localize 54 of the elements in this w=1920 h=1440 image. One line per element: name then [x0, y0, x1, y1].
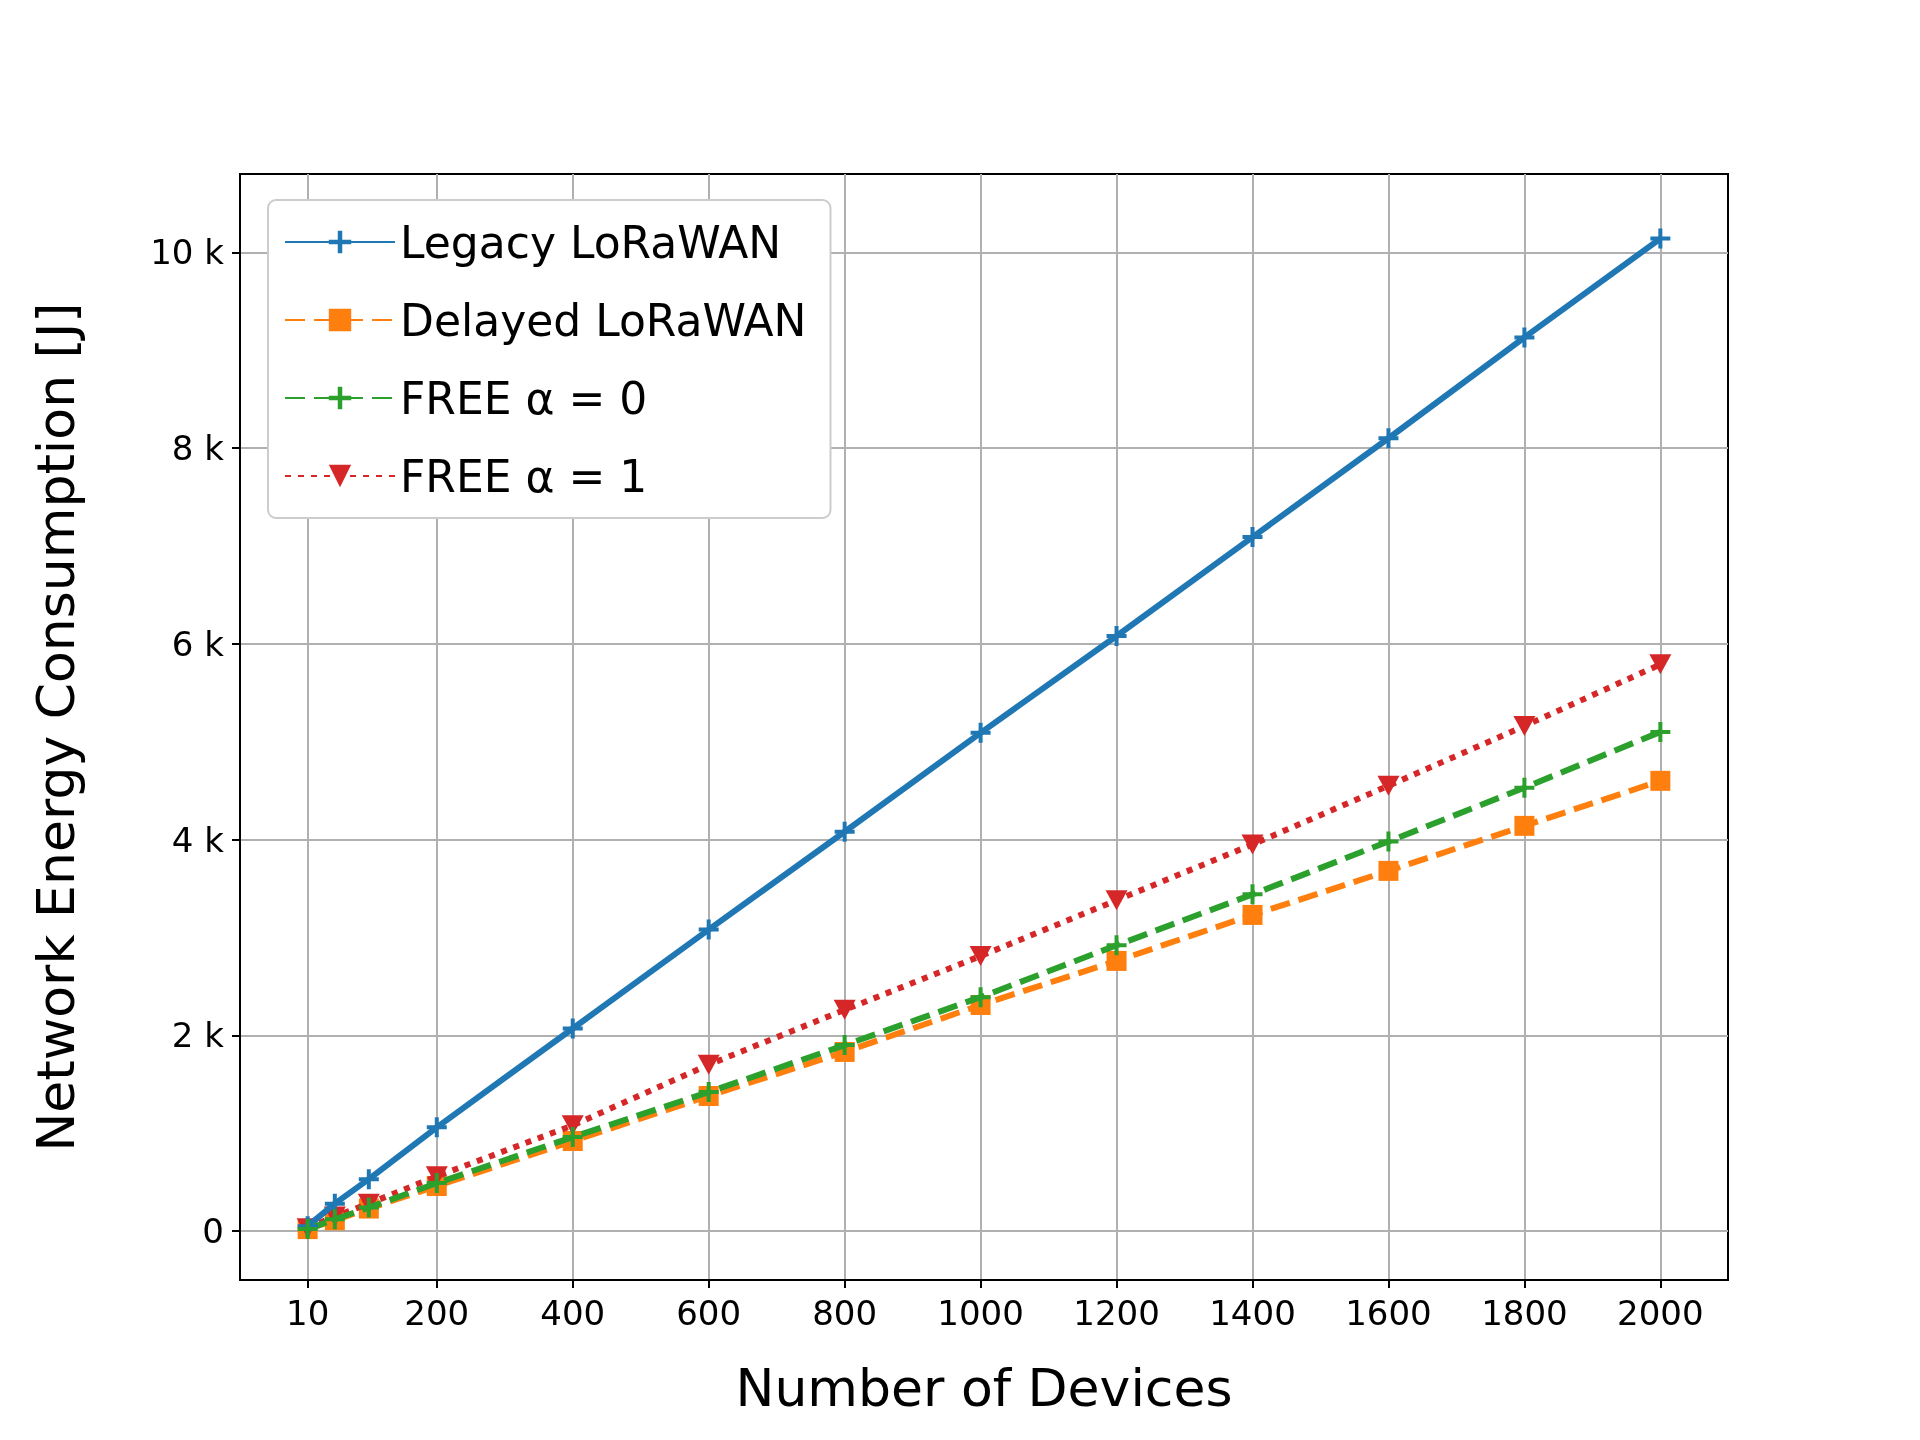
- point: [1106, 950, 1127, 971]
- x-tick-label: 200: [404, 1293, 470, 1333]
- point: [1105, 890, 1128, 911]
- point: [1650, 721, 1671, 742]
- point: [1649, 654, 1672, 675]
- x-tick-label: 400: [540, 1293, 606, 1333]
- point: [1242, 904, 1263, 925]
- x-tick-label: 1400: [1209, 1293, 1296, 1333]
- point: [1514, 327, 1535, 348]
- y-tick-label: 10 k: [150, 232, 225, 273]
- y-axis-title: Network Energy Consumption [J]: [26, 302, 86, 1152]
- legend-label: Delayed LoRaWAN: [400, 294, 807, 346]
- point: [1650, 770, 1671, 791]
- point: [834, 821, 855, 842]
- x-tick-label: 1800: [1481, 1293, 1568, 1333]
- y-tick-label: 0: [202, 1211, 224, 1252]
- x-axis-title: Number of Devices: [735, 1358, 1233, 1418]
- point: [834, 1035, 855, 1056]
- point: [562, 1018, 583, 1039]
- point: [697, 1054, 720, 1075]
- point: [358, 1169, 379, 1190]
- point: [1106, 935, 1127, 956]
- legend-label: FREE α = 1: [400, 450, 648, 502]
- x-tick-label: 800: [812, 1293, 878, 1333]
- point: [1378, 428, 1399, 449]
- x-tick-label: 1000: [937, 1293, 1024, 1333]
- x-tick-label: 1200: [1073, 1293, 1160, 1333]
- point: [1514, 815, 1535, 836]
- point: [969, 946, 992, 967]
- point: [1513, 716, 1536, 737]
- point: [1378, 860, 1399, 881]
- y-tick-label: 8 k: [171, 428, 225, 469]
- point: [1514, 777, 1535, 798]
- point: [1242, 527, 1263, 548]
- point: [698, 919, 719, 940]
- point: [970, 987, 991, 1008]
- y-tick-label: 6 k: [171, 623, 225, 664]
- legend-label: Legacy LoRaWAN: [400, 216, 782, 268]
- point: [1242, 884, 1263, 905]
- point: [1241, 834, 1264, 855]
- y-tick-label: 2 k: [171, 1015, 225, 1056]
- point: [1106, 625, 1127, 646]
- point: [833, 999, 856, 1020]
- x-tick-label: 600: [676, 1293, 742, 1333]
- x-tick-label: 10: [286, 1293, 330, 1333]
- y-tick-label: 4 k: [171, 819, 225, 860]
- point: [1377, 775, 1400, 796]
- x-tick-label: 1600: [1345, 1293, 1432, 1333]
- legend-label: FREE α = 0: [400, 372, 648, 424]
- point: [970, 722, 991, 743]
- point: [1378, 831, 1399, 852]
- point: [426, 1117, 447, 1138]
- x-tick-label: 2000: [1617, 1293, 1704, 1333]
- point: [1650, 228, 1671, 249]
